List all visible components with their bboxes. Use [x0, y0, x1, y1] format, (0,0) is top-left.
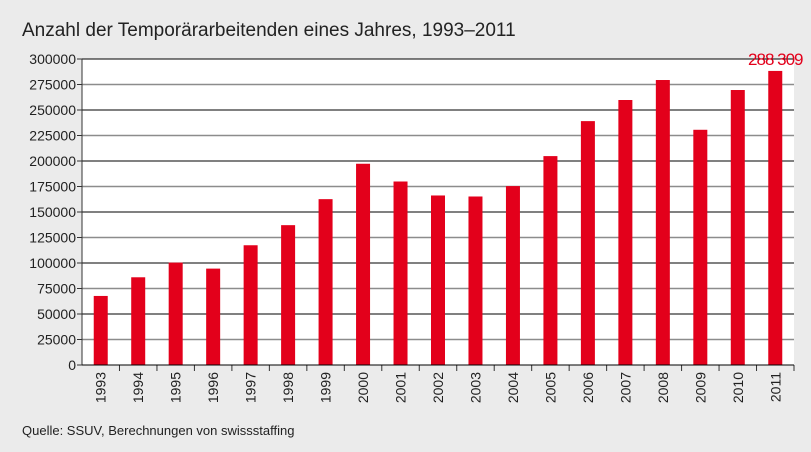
bar-1994 [131, 277, 146, 365]
x-tick-label: 1994 [130, 372, 146, 403]
y-tick-label: 25000 [37, 332, 76, 348]
x-tick-label: 1999 [318, 372, 334, 403]
x-tick-label: 2011 [767, 372, 783, 402]
y-tick-label: 225000 [29, 128, 76, 144]
bar-1993 [93, 295, 108, 365]
bar-1998 [281, 225, 296, 365]
bar-2007 [618, 100, 633, 365]
y-tick-label: 0 [68, 357, 76, 373]
x-tick-label: 2010 [730, 372, 746, 403]
bar-2000 [356, 163, 371, 365]
bar-2011 [768, 70, 783, 366]
x-tick-label: 2001 [393, 372, 409, 403]
x-tick-label: 2000 [355, 372, 371, 403]
x-tick-label: 1995 [168, 372, 184, 403]
y-tick-label: 250000 [29, 102, 76, 118]
x-tick-label: 1997 [243, 372, 259, 403]
bar-2010 [730, 90, 745, 366]
y-tick-label: 275000 [29, 77, 76, 93]
x-tick-label: 2002 [430, 372, 446, 403]
y-tick-label: 150000 [29, 204, 76, 220]
x-tick-label: 1993 [93, 372, 109, 403]
bar-2003 [468, 196, 483, 365]
bar-2006 [580, 121, 595, 365]
chart-title: Anzahl der Temporärarbeitenden eines Jah… [22, 20, 516, 41]
bar-1995 [168, 262, 183, 365]
x-tick-label: 2005 [542, 372, 558, 403]
y-tick-label: 75000 [37, 281, 76, 297]
y-tick-label: 300000 [29, 51, 76, 67]
bar-1997 [243, 245, 258, 365]
x-tick-label: 1996 [205, 372, 221, 403]
bar-2008 [655, 80, 670, 366]
x-tick-label: 2004 [505, 372, 521, 403]
x-tick-label: 2006 [580, 372, 596, 403]
x-tick-label: 2007 [617, 372, 633, 403]
bar-2009 [693, 129, 708, 365]
bar-1999 [318, 199, 333, 365]
y-tick-label: 50000 [37, 306, 76, 322]
chart-source: Quelle: SSUV, Berechnungen von swissstaf… [22, 423, 295, 438]
x-tick-label: 2009 [692, 372, 708, 403]
bar-2001 [393, 181, 408, 365]
bar-2002 [431, 195, 445, 365]
bar-2005 [543, 156, 558, 365]
y-tick-label: 200000 [29, 153, 76, 169]
y-tick-label: 175000 [29, 179, 76, 195]
x-tick-label: 2003 [467, 372, 483, 403]
y-tick-label: 125000 [29, 230, 76, 246]
x-tick-label: 1998 [280, 372, 296, 403]
data-label: 288 309 [748, 50, 803, 69]
bar-2004 [505, 186, 520, 365]
y-tick-label: 100000 [29, 255, 76, 271]
x-tick-label: 2008 [655, 372, 671, 403]
bar-1996 [206, 268, 221, 365]
